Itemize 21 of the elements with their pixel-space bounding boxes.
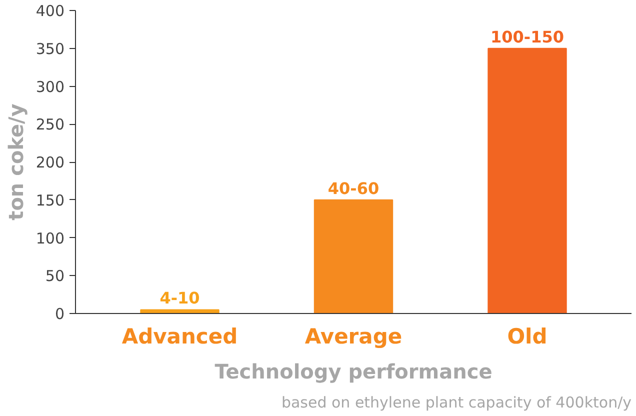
data-label: 100-150 <box>490 27 564 46</box>
y-axis-title: ton coke/y <box>4 104 28 220</box>
bar <box>314 199 394 314</box>
x-tick-label: Old <box>507 324 548 348</box>
y-tick-label: 400 <box>36 2 65 20</box>
text: based on ethylene plant capacity of 400kton/y <box>281 394 632 412</box>
data-label: 40-60 <box>328 178 380 198</box>
x-tick-label: Advanced <box>122 324 238 348</box>
bar <box>488 48 567 314</box>
x-tick-label: Average <box>304 324 402 348</box>
x-axis-title: Technology performance <box>214 360 492 384</box>
y-tick-label: 50 <box>45 267 65 286</box>
bar <box>140 309 220 314</box>
y-tick-label: 100 <box>36 229 65 248</box>
y-tick-label: 350 <box>36 40 65 58</box>
y-tick-label: 200 <box>36 154 65 172</box>
y-tick-label: 250 <box>36 116 65 134</box>
y-tick-label: 150 <box>36 191 65 210</box>
y-tick-label: 300 <box>36 78 65 96</box>
y-tick-label: 0 <box>54 305 65 323</box>
data-label: 4-10 <box>160 288 200 308</box>
